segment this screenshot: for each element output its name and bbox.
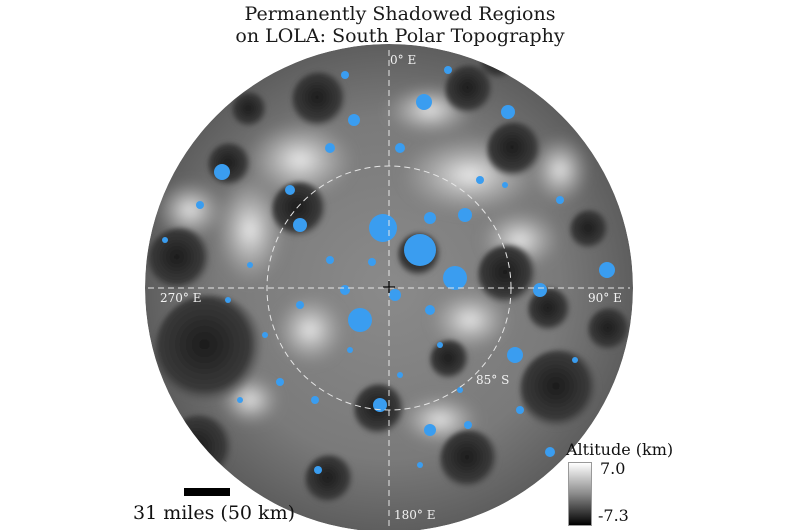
shadowed-region — [458, 208, 472, 222]
shadowed-region — [225, 297, 231, 303]
shadowed-region — [340, 285, 350, 295]
shadowed-region — [464, 421, 472, 429]
shadowed-region — [296, 301, 304, 309]
shadowed-region — [457, 387, 463, 393]
crater — [208, 143, 252, 187]
shadowed-region — [325, 143, 335, 153]
shadowed-region — [311, 396, 319, 404]
shadowed-region — [285, 185, 295, 195]
crater — [292, 72, 348, 128]
label-180e: 180° E — [394, 508, 435, 522]
shadowed-region — [502, 182, 508, 188]
shadowed-region — [196, 201, 204, 209]
crater — [445, 65, 495, 115]
crater — [148, 228, 212, 292]
topography — [145, 44, 633, 530]
shadowed-region — [368, 258, 376, 266]
shadowed-region — [533, 283, 547, 297]
highland-region — [275, 295, 345, 365]
map-title-line-1: Permanently Shadowed Regions — [244, 3, 556, 25]
crater — [272, 182, 328, 238]
shadowed-region — [416, 94, 432, 110]
highland-region — [530, 135, 590, 205]
shadowed-region — [404, 234, 436, 266]
colorbar-max-label: 7.0 — [600, 459, 626, 478]
highland-region — [155, 180, 225, 240]
shadowed-region — [425, 305, 435, 315]
colorbar-min-label: -7.3 — [598, 506, 629, 525]
highland-region — [215, 175, 285, 285]
shadowed-region — [443, 266, 467, 290]
shadowed-region — [501, 105, 515, 119]
map-title-line-2: on LOLA: South Polar Topography — [235, 25, 565, 47]
shadowed-region — [516, 406, 524, 414]
shadowed-region — [276, 378, 284, 386]
highland-region — [245, 120, 355, 200]
shadowed-region — [389, 289, 401, 301]
shadowed-region — [444, 66, 452, 74]
shadowed-region — [397, 372, 403, 378]
altitude-colorbar — [568, 462, 592, 526]
label-0e: 0° E — [390, 53, 416, 67]
crater — [305, 455, 355, 505]
crater — [487, 122, 543, 178]
shadowed-region — [556, 196, 564, 204]
latitude-85-ring — [266, 165, 512, 411]
crater — [478, 245, 538, 305]
crater — [570, 210, 610, 250]
crater — [528, 288, 572, 332]
crater — [520, 350, 600, 430]
label-270e: 270° E — [160, 291, 201, 305]
shadowed-region — [237, 397, 243, 403]
crater — [155, 295, 265, 405]
highland-region — [430, 290, 510, 350]
shadowed-region — [348, 114, 360, 126]
shadowed-region — [572, 357, 578, 363]
shadowed-region — [369, 214, 397, 242]
pole-marker — [383, 281, 395, 293]
crater — [232, 92, 268, 128]
shadowed-region — [247, 262, 253, 268]
shadowed-region — [373, 398, 387, 412]
shadowed-region — [262, 332, 268, 338]
shadowed-region — [597, 417, 603, 423]
crater — [588, 308, 632, 352]
scale-bar-label: 31 miles (50 km) — [133, 502, 295, 524]
shadowed-region — [507, 347, 523, 363]
crater — [440, 430, 500, 490]
crater — [165, 415, 235, 485]
shadowed-region — [545, 447, 555, 457]
crater — [430, 340, 470, 380]
shadowed-region — [348, 308, 372, 332]
shadowed-region — [162, 237, 168, 243]
shadowed-region — [476, 176, 484, 184]
shadowed-region — [341, 71, 349, 79]
shadowed-region — [347, 347, 353, 353]
shadowed-region — [424, 424, 436, 436]
shadowed-region — [214, 164, 230, 180]
label-85s: 85° S — [476, 373, 509, 387]
shadowed-region — [293, 218, 307, 232]
crater — [480, 44, 520, 80]
scale-bar — [184, 488, 230, 496]
shadowed-region — [599, 262, 615, 278]
shadowed-region — [424, 212, 436, 224]
label-90e: 90° E — [588, 291, 622, 305]
legend-title: Altitude (km) — [566, 440, 674, 459]
shadowed-region — [437, 342, 443, 348]
shadowed-region — [326, 256, 334, 264]
shadowed-region — [395, 143, 405, 153]
shadowed-region — [417, 462, 423, 468]
shadowed-region — [314, 466, 322, 474]
